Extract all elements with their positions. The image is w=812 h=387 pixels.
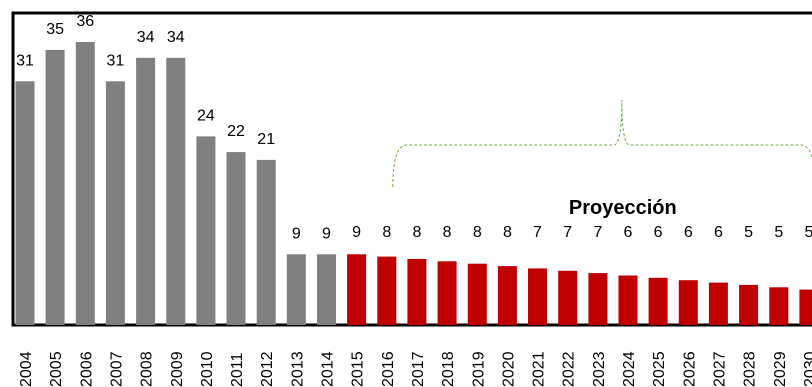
bar-2013 (286, 254, 306, 325)
x-tick-2012: 2012 (259, 351, 276, 387)
data-label-2011: 22 (227, 123, 245, 140)
bar-2020 (497, 266, 517, 326)
x-tick-2028: 2028 (742, 351, 759, 387)
data-label-2016: 8 (382, 224, 391, 241)
x-tick-2024: 2024 (621, 351, 638, 387)
bar-2005 (45, 49, 65, 326)
data-label-2017: 8 (412, 224, 421, 241)
data-label-2030: 5 (804, 224, 812, 241)
bar-2007 (105, 81, 125, 325)
projection-annotation: Proyección (569, 197, 677, 219)
data-label-2028: 5 (744, 224, 753, 241)
data-label-2005: 35 (46, 21, 64, 38)
bar-2023 (588, 273, 608, 325)
x-tick-2017: 2017 (410, 351, 427, 387)
bar-2025 (648, 277, 668, 325)
data-label-2007: 31 (107, 52, 125, 69)
x-tick-2020: 2020 (500, 351, 517, 387)
x-tick-2018: 2018 (440, 351, 457, 387)
x-tick-2030: 2030 (802, 351, 812, 387)
projection-bracket (392, 99, 812, 188)
data-label-2020: 8 (503, 224, 512, 241)
bar-2029 (769, 287, 789, 325)
x-tick-2011: 2011 (229, 352, 246, 387)
bar-2019 (467, 263, 487, 325)
x-tick-2009: 2009 (169, 351, 186, 387)
bar-2004 (15, 81, 35, 325)
bar-2024 (618, 275, 638, 325)
x-tick-2015: 2015 (350, 351, 367, 387)
data-label-2027: 6 (714, 224, 723, 241)
x-tick-2014: 2014 (320, 351, 337, 387)
bar-2016 (377, 256, 397, 325)
bar-2008 (136, 57, 156, 326)
data-label-2022: 7 (563, 224, 572, 241)
bar-2026 (678, 280, 698, 325)
data-label-2004: 31 (16, 52, 34, 69)
x-tick-2019: 2019 (470, 351, 487, 387)
bar-2012 (256, 159, 276, 325)
data-label-2013: 9 (292, 225, 301, 242)
data-label-2014: 9 (322, 225, 331, 242)
bar-2006 (75, 42, 95, 325)
data-label-2023: 7 (593, 224, 602, 241)
bar-2027 (708, 282, 728, 325)
x-tick-2010: 2010 (199, 351, 216, 387)
bar-2015 (347, 254, 367, 325)
bar-2018 (437, 261, 457, 325)
bar-2010 (196, 136, 216, 325)
data-label-2024: 6 (624, 224, 633, 241)
x-tick-2023: 2023 (591, 351, 608, 387)
data-label-2015: 9 (352, 224, 361, 241)
data-label-2006: 36 (76, 13, 94, 30)
data-label-2019: 8 (473, 224, 482, 241)
x-tick-2007: 2007 (108, 351, 125, 387)
x-tick-2025: 2025 (651, 351, 668, 387)
bar-2014 (317, 254, 336, 325)
x-tick-2008: 2008 (139, 351, 156, 387)
bar-2017 (407, 259, 427, 325)
data-label-2010: 24 (197, 107, 215, 124)
bar-2022 (558, 270, 578, 325)
x-tick-2022: 2022 (561, 351, 578, 387)
data-label-2009: 34 (167, 29, 185, 46)
bar-2011 (226, 152, 246, 325)
bar-2009 (166, 57, 186, 326)
bar-2028 (739, 284, 759, 325)
data-label-2029: 5 (774, 224, 783, 241)
data-label-2021: 7 (533, 224, 542, 241)
data-label-2012: 21 (257, 131, 275, 148)
x-tick-2006: 2006 (78, 351, 95, 387)
x-tick-2005: 2005 (48, 351, 65, 387)
x-tick-2016: 2016 (380, 351, 397, 387)
x-tick-2026: 2026 (681, 351, 698, 387)
x-tick-2029: 2029 (772, 351, 789, 387)
x-tick-2013: 2013 (289, 351, 306, 387)
x-tick-2027: 2027 (711, 351, 728, 387)
bar-2021 (528, 268, 547, 325)
bar-2030 (799, 289, 812, 325)
data-label-2025: 6 (654, 224, 663, 241)
data-label-2026: 6 (684, 224, 693, 241)
data-label-2008: 34 (137, 29, 155, 46)
x-tick-2021: 2021 (531, 351, 548, 387)
x-tick-2004: 2004 (18, 351, 35, 387)
data-label-2018: 8 (443, 224, 452, 241)
